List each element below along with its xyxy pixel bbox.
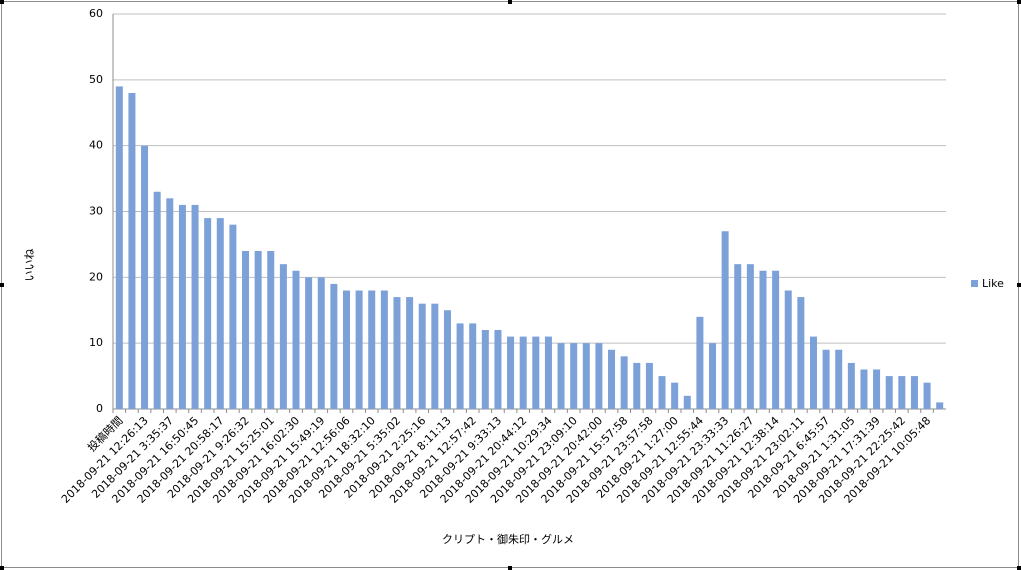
bar bbox=[734, 264, 742, 409]
bar bbox=[153, 191, 161, 409]
bar bbox=[469, 323, 477, 409]
y-tick-label: 0 bbox=[96, 402, 103, 415]
bar bbox=[860, 369, 868, 409]
bar bbox=[279, 264, 287, 409]
bar bbox=[898, 376, 906, 409]
bar bbox=[835, 349, 843, 409]
bar bbox=[368, 290, 376, 409]
y-tick-label: 50 bbox=[89, 73, 103, 86]
bar bbox=[128, 93, 136, 409]
bar bbox=[772, 270, 780, 409]
bar bbox=[317, 277, 325, 409]
bar bbox=[721, 231, 729, 409]
bar bbox=[216, 218, 224, 409]
bar bbox=[936, 402, 944, 409]
bar bbox=[873, 369, 881, 409]
bar bbox=[507, 336, 515, 409]
bar bbox=[910, 376, 918, 409]
bar bbox=[658, 376, 666, 409]
bar bbox=[709, 343, 717, 409]
bar bbox=[696, 316, 704, 409]
bar bbox=[393, 297, 401, 409]
bar bbox=[885, 376, 893, 409]
bar bbox=[683, 395, 691, 409]
bar bbox=[746, 264, 754, 409]
bar bbox=[759, 270, 767, 409]
x-axis-title: クリプト・御朱印・グルメ bbox=[442, 532, 574, 546]
bar bbox=[784, 290, 792, 409]
bar bbox=[809, 336, 817, 409]
y-tick-label: 40 bbox=[89, 139, 103, 152]
bar bbox=[481, 330, 489, 409]
bar bbox=[557, 343, 565, 409]
bar bbox=[645, 362, 653, 409]
bar bbox=[633, 362, 641, 409]
bar bbox=[204, 218, 212, 409]
bar bbox=[141, 145, 149, 409]
bar bbox=[115, 86, 123, 410]
bar bbox=[380, 290, 388, 409]
bar bbox=[608, 349, 616, 409]
bar bbox=[570, 343, 578, 409]
bar bbox=[254, 251, 262, 409]
bar bbox=[443, 310, 451, 409]
bar bbox=[242, 251, 250, 409]
bar bbox=[456, 323, 464, 409]
legend-swatch bbox=[971, 280, 978, 287]
bar bbox=[330, 283, 338, 409]
bar bbox=[305, 277, 313, 409]
bar bbox=[847, 362, 855, 409]
y-tick-label: 10 bbox=[89, 336, 103, 349]
bar bbox=[342, 290, 350, 409]
bar bbox=[595, 343, 603, 409]
bar bbox=[267, 251, 275, 409]
bar bbox=[797, 297, 805, 409]
bar bbox=[519, 336, 527, 409]
bar bbox=[544, 336, 552, 409]
bar bbox=[822, 349, 830, 409]
bar bbox=[431, 303, 439, 409]
bar bbox=[620, 356, 628, 409]
y-tick-label: 20 bbox=[89, 270, 103, 283]
bar bbox=[178, 204, 186, 409]
bar bbox=[166, 198, 174, 409]
y-axis-title: いいね bbox=[23, 249, 36, 282]
y-tick-label: 30 bbox=[89, 205, 103, 218]
bar bbox=[582, 343, 590, 409]
bar bbox=[191, 204, 199, 409]
bar bbox=[355, 290, 363, 409]
bar bbox=[532, 336, 540, 409]
bar bbox=[671, 382, 679, 409]
bar bbox=[229, 224, 237, 409]
bar bbox=[923, 382, 931, 409]
legend-label: Like bbox=[982, 277, 1004, 290]
bar bbox=[494, 330, 502, 409]
bar bbox=[292, 270, 300, 409]
y-tick-label: 60 bbox=[89, 7, 103, 20]
bar bbox=[406, 297, 414, 409]
bar bbox=[418, 303, 426, 409]
